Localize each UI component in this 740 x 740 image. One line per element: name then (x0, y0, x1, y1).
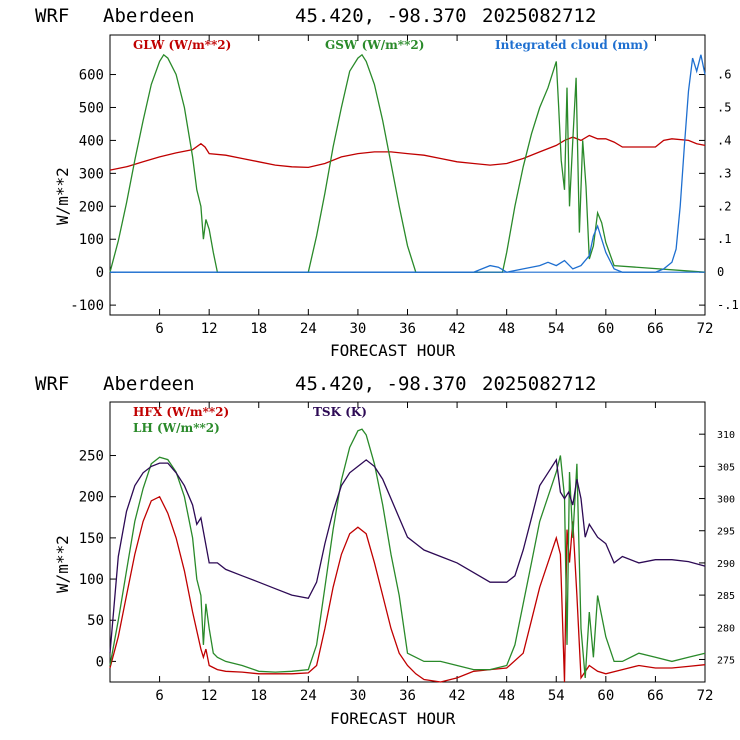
y-tick-label: 400 (79, 133, 104, 149)
y2-tick-label: .4 (717, 133, 731, 147)
series-line-glw (109, 134, 706, 171)
x-tick-label: 66 (647, 321, 664, 337)
x-tick-label: 54 (548, 321, 565, 337)
series-line-gsw (109, 53, 706, 273)
series-lines (109, 428, 706, 683)
x-tick-label: 24 (300, 321, 317, 337)
y2-tick-label: .2 (717, 199, 731, 213)
y-tick-label: 500 (79, 100, 104, 116)
y-ticks: 0 50 100 150 200 250 (79, 449, 116, 670)
x-ticks: 6 12 18 24 30 36 42 48 54 60 66 72 (155, 402, 713, 704)
y2-tick-label: 310 (717, 430, 735, 441)
y2-tick-label: 285 (717, 591, 735, 602)
y2-tick-label: 305 (717, 462, 735, 473)
y-tick-label: -100 (70, 298, 104, 314)
x-axis-label: FORECAST HOUR (330, 709, 456, 728)
x-tick-label: 24 (300, 688, 317, 704)
x-tick-label: 36 (399, 321, 416, 337)
x-tick-label: 30 (349, 688, 366, 704)
y2-tick-label: 0 (717, 265, 724, 279)
header-coords: 45.420, -98.370 (295, 373, 467, 395)
x-tick-label: 36 (399, 688, 416, 704)
y2-tick-label: .5 (717, 100, 731, 114)
x-tick-label: 6 (155, 688, 163, 704)
y-tick-label: 250 (79, 449, 104, 465)
x-tick-label: 12 (201, 321, 218, 337)
legend-tsk: TSK (K) (313, 405, 367, 419)
series-line-tsk (109, 458, 706, 654)
series-line-integrated (110, 54, 706, 273)
header-site: Aberdeen (103, 373, 195, 395)
y2-tick-label: .1 (717, 232, 731, 246)
y-tick-label: 300 (79, 166, 104, 182)
x-tick-label: 48 (498, 688, 515, 704)
x-axis-label: FORECAST HOUR (330, 341, 456, 360)
series-line-lh (109, 428, 706, 678)
y-tick-label: 50 (87, 613, 104, 629)
x-tick-label: 66 (647, 688, 664, 704)
y-tick-label: 200 (79, 199, 104, 215)
header-model: WRF (35, 5, 69, 27)
y-tick-label: 600 (79, 68, 104, 84)
y2-tick-label: 295 (717, 527, 735, 538)
y2-tick-label: .6 (717, 68, 731, 82)
legend-gsw: GSW (W/m**2) (325, 38, 424, 52)
y2-tick-label: .3 (717, 166, 731, 180)
header-model: WRF (35, 373, 69, 395)
x-tick-label: 42 (449, 688, 466, 704)
header-site: Aberdeen (103, 5, 195, 27)
x-tick-label: 12 (201, 688, 218, 704)
series-lines (109, 53, 706, 273)
y2-ticks: .6 .5 .4 .3 .2 .1 0 -.1 (699, 68, 739, 312)
y2-tick-label: 275 (717, 655, 735, 666)
plot-frame (109, 34, 706, 316)
y2-tick-label: 300 (717, 495, 735, 506)
x-tick-label: 48 (498, 321, 515, 337)
y-tick-label: 200 (79, 490, 104, 506)
y2-tick-label: -.1 (717, 298, 739, 312)
y-ticks: -100 0 100 200 300 400 500 600 (70, 68, 116, 314)
y-axis-label: W/m**2 (53, 535, 72, 593)
header-coords: 45.420, -98.370 (295, 5, 467, 27)
x-tick-label: 72 (697, 688, 714, 704)
x-tick-label: 72 (697, 321, 714, 337)
y2-ticks: 310 305 300 295 290 285 280 275 (699, 430, 735, 666)
x-tick-label: 54 (548, 688, 565, 704)
legend-hfx: HFX (W/m**2) (133, 405, 229, 419)
y2-tick-label: 290 (717, 559, 735, 570)
y-tick-label: 0 (96, 265, 104, 281)
x-tick-label: 6 (155, 321, 163, 337)
x-tick-label: 30 (349, 321, 366, 337)
y-tick-label: 150 (79, 531, 104, 547)
y-tick-label: 100 (79, 572, 104, 588)
y-axis-label: W/m**2 (53, 167, 72, 225)
x-tick-label: 18 (250, 321, 267, 337)
x-tick-label: 42 (449, 321, 466, 337)
x-ticks: 6 12 18 24 30 36 42 48 54 60 66 72 (155, 35, 713, 337)
legend-glw: GLW (W/m**2) (133, 38, 231, 52)
header-run: 2025082712 (482, 5, 596, 27)
series-line-hfx (109, 495, 706, 683)
legend-cloud: Integrated cloud (mm) (495, 38, 649, 52)
legend-lh: LH (W/m**2) (133, 421, 220, 435)
header-run: 2025082712 (482, 373, 596, 395)
x-tick-label: 60 (597, 321, 614, 337)
x-tick-label: 18 (250, 688, 267, 704)
y2-tick-label: 280 (717, 623, 735, 634)
y-tick-label: 0 (96, 654, 104, 670)
y-tick-label: 100 (79, 232, 104, 248)
x-tick-label: 60 (597, 688, 614, 704)
